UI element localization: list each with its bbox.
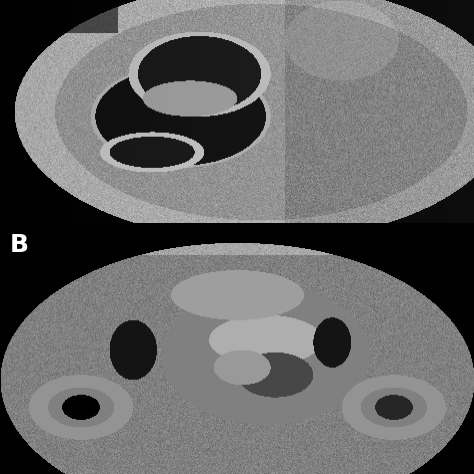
- Text: B: B: [9, 233, 28, 256]
